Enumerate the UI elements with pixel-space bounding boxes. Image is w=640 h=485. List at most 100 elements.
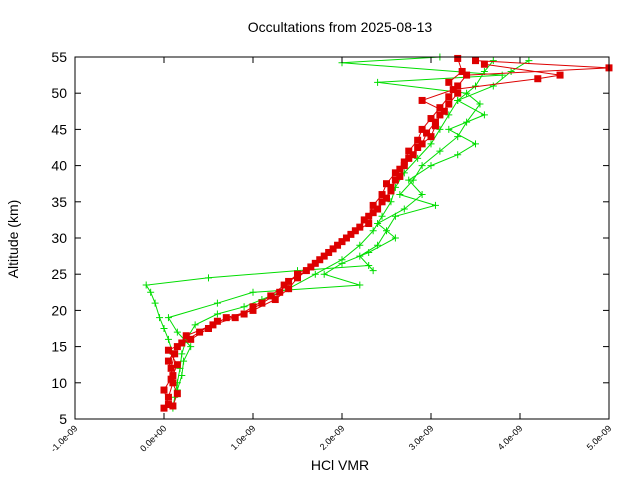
data-point [169, 402, 177, 410]
data-point [374, 205, 382, 213]
data-point [294, 270, 301, 278]
data-point [231, 314, 239, 322]
data-point [445, 111, 453, 119]
data-point [423, 129, 431, 137]
data-point [431, 122, 439, 130]
data-point [160, 325, 168, 332]
data-point [240, 310, 248, 318]
data-point [378, 198, 386, 206]
data-point [427, 162, 435, 170]
data-point [196, 328, 204, 336]
data-point [147, 288, 155, 296]
data-point [436, 104, 444, 112]
series-layer [142, 53, 613, 412]
data-point [187, 335, 195, 343]
data-point [414, 136, 422, 144]
data-point [445, 100, 453, 108]
data-point [360, 216, 368, 224]
data-point [445, 93, 453, 101]
y-tick-label: 5 [59, 411, 67, 427]
series-line [145, 56, 503, 354]
data-point [463, 71, 471, 79]
series-occultation-4 [160, 57, 613, 412]
data-point [454, 89, 462, 97]
data-point [369, 201, 377, 209]
data-point [391, 234, 399, 242]
data-point [249, 288, 257, 296]
data-point [418, 191, 426, 199]
data-point [391, 176, 399, 184]
data-point [205, 274, 212, 282]
data-point [249, 303, 257, 311]
data-point [396, 165, 404, 173]
data-point [427, 133, 435, 141]
data-point [356, 241, 364, 249]
data-point [173, 361, 181, 369]
data-point [383, 194, 390, 202]
data-point [454, 151, 462, 159]
data-point [156, 314, 164, 322]
data-point [405, 147, 413, 155]
data-point [507, 67, 515, 75]
data-point [240, 303, 248, 311]
data-point [258, 299, 266, 307]
data-point [369, 209, 377, 217]
series-occultation-6 [164, 54, 466, 410]
data-point [414, 154, 422, 162]
data-point [365, 248, 373, 256]
data-point [213, 310, 221, 318]
data-point [178, 372, 186, 380]
data-point [164, 393, 172, 401]
x-tick-label: 3.0e-09 [407, 423, 436, 452]
x-tick-label: -1.0e-09 [49, 423, 80, 454]
data-point [249, 306, 257, 314]
data-point [178, 339, 186, 347]
data-point [556, 71, 564, 79]
y-tick-label: 50 [51, 85, 67, 101]
data-point [436, 111, 444, 119]
data-point [436, 147, 444, 155]
data-point [347, 230, 355, 238]
data-point [396, 172, 404, 180]
data-point [267, 292, 275, 300]
x-tick-label: 2.0e-09 [318, 423, 347, 452]
data-point [334, 241, 342, 249]
data-point [405, 154, 413, 162]
data-point [414, 144, 422, 151]
data-point [534, 75, 542, 83]
data-point [400, 162, 408, 170]
y-axis-label: Altitude (km) [5, 200, 21, 279]
x-tick-label: 0.0e+00 [138, 423, 168, 453]
data-point [405, 176, 413, 184]
data-point [498, 71, 506, 79]
data-point [489, 82, 497, 90]
data-point [142, 281, 150, 289]
data-point [374, 220, 382, 228]
y-tick-label: 20 [51, 302, 67, 318]
data-point [463, 89, 471, 97]
data-point [418, 125, 426, 133]
data-point [180, 357, 188, 365]
data-point [378, 191, 386, 199]
data-point [276, 288, 284, 296]
data-point [418, 96, 426, 104]
data-point [418, 162, 426, 170]
data-point [396, 191, 404, 199]
data-point [409, 151, 417, 159]
data-point [294, 274, 301, 282]
data-point [427, 115, 435, 123]
y-tick-label: 25 [51, 266, 67, 282]
data-point [480, 60, 488, 68]
y-tick-label: 45 [51, 121, 67, 137]
data-point [445, 78, 453, 86]
x-axis-label: HCl VMR [311, 457, 369, 473]
data-point [476, 100, 484, 108]
data-point [173, 328, 181, 336]
data-point [209, 321, 217, 329]
data-point [164, 401, 172, 409]
x-tick-label: 1.0e-09 [229, 423, 258, 452]
data-point [400, 205, 408, 213]
data-point [356, 281, 364, 289]
data-point [164, 357, 172, 365]
